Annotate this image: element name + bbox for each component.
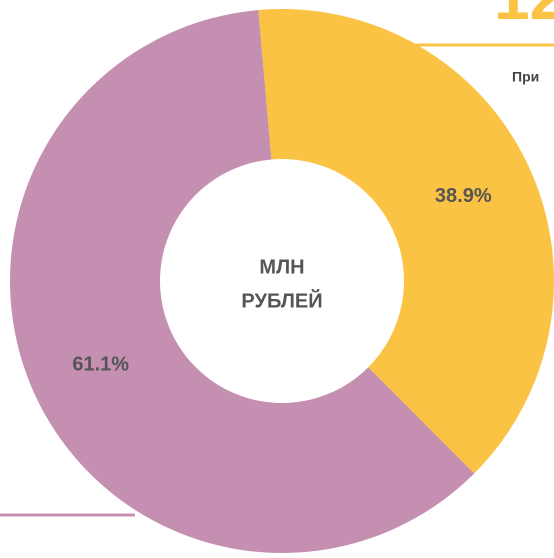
- value-label: 61.1%: [72, 354, 129, 376]
- slice: [10, 10, 475, 554]
- slices: [10, 9, 554, 554]
- caption: При: [512, 69, 539, 85]
- value-label: 38.9%: [435, 185, 492, 207]
- slice: [258, 9, 554, 474]
- big-number: 12: [494, 0, 554, 33]
- center-text: РУБЛЕЙ: [241, 288, 322, 312]
- center-text: МЛН: [259, 256, 304, 278]
